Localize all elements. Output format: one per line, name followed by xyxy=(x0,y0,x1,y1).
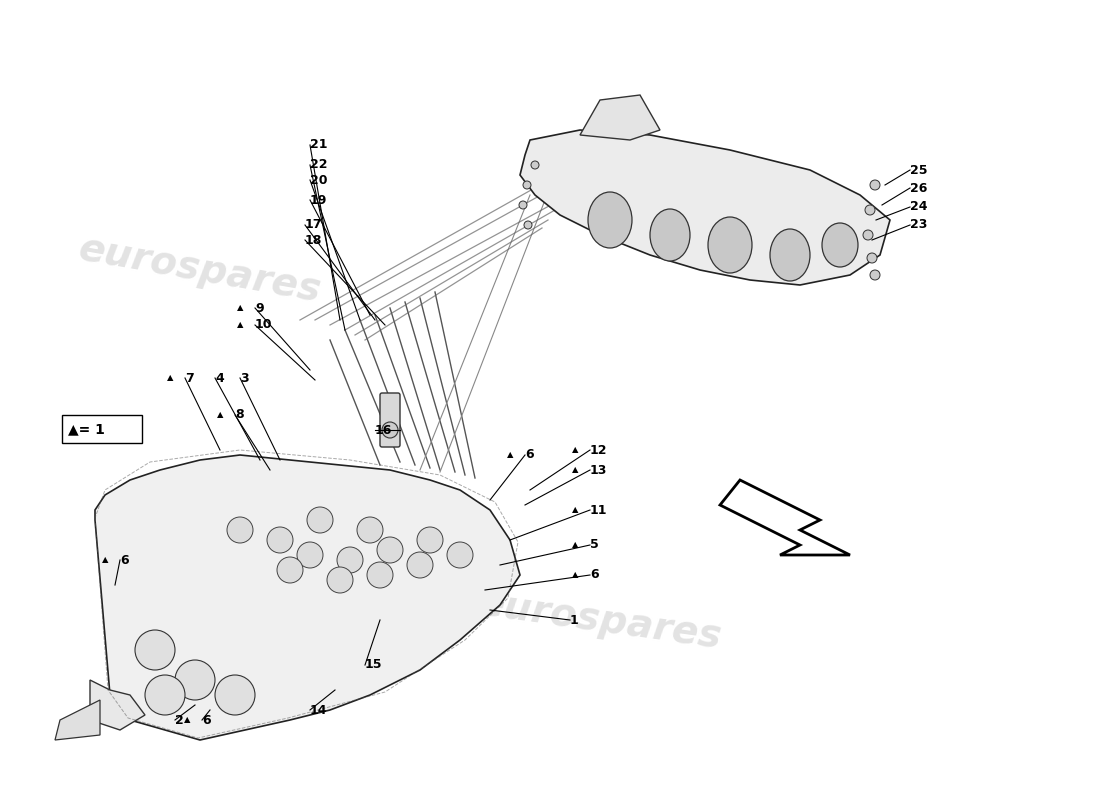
Polygon shape xyxy=(720,480,850,555)
Text: 9: 9 xyxy=(255,302,264,314)
Circle shape xyxy=(327,567,353,593)
Text: ▲: ▲ xyxy=(236,303,243,313)
Ellipse shape xyxy=(708,217,752,273)
Text: 21: 21 xyxy=(310,138,328,151)
Circle shape xyxy=(227,517,253,543)
Circle shape xyxy=(524,221,532,229)
Text: 13: 13 xyxy=(590,463,607,477)
Circle shape xyxy=(307,507,333,533)
Text: ▲= 1: ▲= 1 xyxy=(68,422,104,436)
Text: eurospares: eurospares xyxy=(76,230,324,310)
Text: 23: 23 xyxy=(910,218,927,231)
Text: ▲: ▲ xyxy=(167,374,174,382)
Text: 26: 26 xyxy=(910,182,927,194)
Text: 6: 6 xyxy=(120,554,129,566)
Text: 6: 6 xyxy=(202,714,210,726)
Circle shape xyxy=(864,230,873,240)
Text: ▲: ▲ xyxy=(236,321,243,330)
Text: ▲: ▲ xyxy=(572,446,579,454)
Text: 6: 6 xyxy=(525,449,533,462)
Text: 5: 5 xyxy=(590,538,598,551)
Circle shape xyxy=(214,675,255,715)
Polygon shape xyxy=(580,95,660,140)
Text: 10: 10 xyxy=(255,318,273,331)
Text: ▲: ▲ xyxy=(572,570,579,579)
Text: 17: 17 xyxy=(305,218,322,231)
Ellipse shape xyxy=(822,223,858,267)
Circle shape xyxy=(367,562,393,588)
Circle shape xyxy=(358,517,383,543)
Ellipse shape xyxy=(770,229,810,281)
Ellipse shape xyxy=(588,192,632,248)
Text: ▲: ▲ xyxy=(507,450,514,459)
Text: 14: 14 xyxy=(310,703,328,717)
Text: ▲: ▲ xyxy=(572,466,579,474)
Text: ▲: ▲ xyxy=(572,541,579,550)
Text: 16: 16 xyxy=(375,423,393,437)
Text: ▲: ▲ xyxy=(101,555,108,565)
Circle shape xyxy=(531,161,539,169)
Ellipse shape xyxy=(650,209,690,261)
Circle shape xyxy=(867,253,877,263)
FancyBboxPatch shape xyxy=(379,393,400,447)
Circle shape xyxy=(522,181,531,189)
Polygon shape xyxy=(520,130,890,285)
Text: 1: 1 xyxy=(570,614,579,626)
Circle shape xyxy=(382,422,398,438)
Circle shape xyxy=(297,542,323,568)
Circle shape xyxy=(865,205,874,215)
Text: 2: 2 xyxy=(175,714,184,726)
Text: 24: 24 xyxy=(910,201,927,214)
Text: 7: 7 xyxy=(185,371,194,385)
Text: 22: 22 xyxy=(310,158,328,171)
FancyBboxPatch shape xyxy=(62,415,142,443)
Circle shape xyxy=(145,675,185,715)
Circle shape xyxy=(175,660,214,700)
Polygon shape xyxy=(90,680,145,730)
Text: eurospares: eurospares xyxy=(475,584,724,656)
Polygon shape xyxy=(55,700,100,740)
Text: 8: 8 xyxy=(235,409,243,422)
Polygon shape xyxy=(95,455,520,740)
Circle shape xyxy=(337,547,363,573)
Text: 15: 15 xyxy=(365,658,383,671)
Circle shape xyxy=(870,180,880,190)
Circle shape xyxy=(447,542,473,568)
Circle shape xyxy=(870,270,880,280)
Circle shape xyxy=(377,537,403,563)
Text: 3: 3 xyxy=(240,371,249,385)
Text: ▲: ▲ xyxy=(184,715,190,725)
Circle shape xyxy=(277,557,302,583)
Text: 18: 18 xyxy=(305,234,322,246)
Text: 25: 25 xyxy=(910,163,927,177)
Text: ▲: ▲ xyxy=(572,506,579,514)
Text: 12: 12 xyxy=(590,443,607,457)
Text: ▲: ▲ xyxy=(217,410,223,419)
Text: 20: 20 xyxy=(310,174,328,186)
Circle shape xyxy=(407,552,433,578)
Circle shape xyxy=(417,527,443,553)
Text: 6: 6 xyxy=(590,569,598,582)
Text: 4: 4 xyxy=(214,371,223,385)
Circle shape xyxy=(519,201,527,209)
Text: 11: 11 xyxy=(590,503,607,517)
Text: 19: 19 xyxy=(310,194,328,206)
Circle shape xyxy=(135,630,175,670)
Circle shape xyxy=(267,527,293,553)
